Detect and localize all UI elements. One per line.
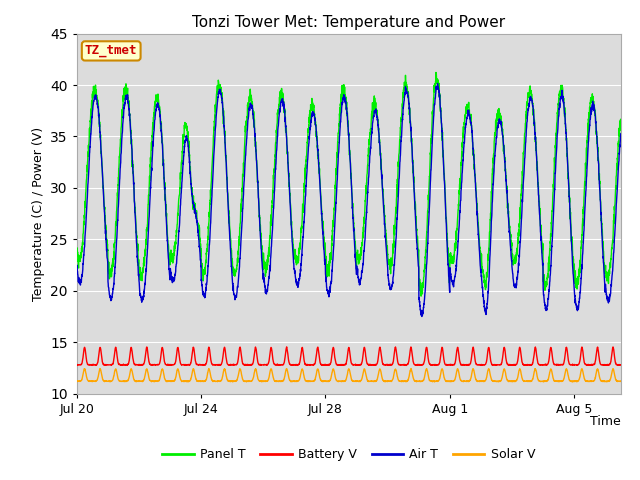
- Y-axis label: Temperature (C) / Power (V): Temperature (C) / Power (V): [31, 127, 45, 300]
- Text: TZ_tmet: TZ_tmet: [85, 44, 138, 58]
- Legend: Panel T, Battery V, Air T, Solar V: Panel T, Battery V, Air T, Solar V: [157, 443, 540, 466]
- Text: Time: Time: [590, 415, 621, 428]
- Title: Tonzi Tower Met: Temperature and Power: Tonzi Tower Met: Temperature and Power: [192, 15, 506, 30]
